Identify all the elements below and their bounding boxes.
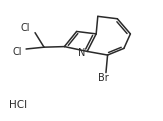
Text: HCl: HCl: [9, 100, 27, 110]
Text: N: N: [78, 49, 85, 58]
Text: Cl: Cl: [12, 47, 22, 57]
Text: Cl: Cl: [21, 23, 30, 33]
Text: Br: Br: [98, 73, 109, 83]
